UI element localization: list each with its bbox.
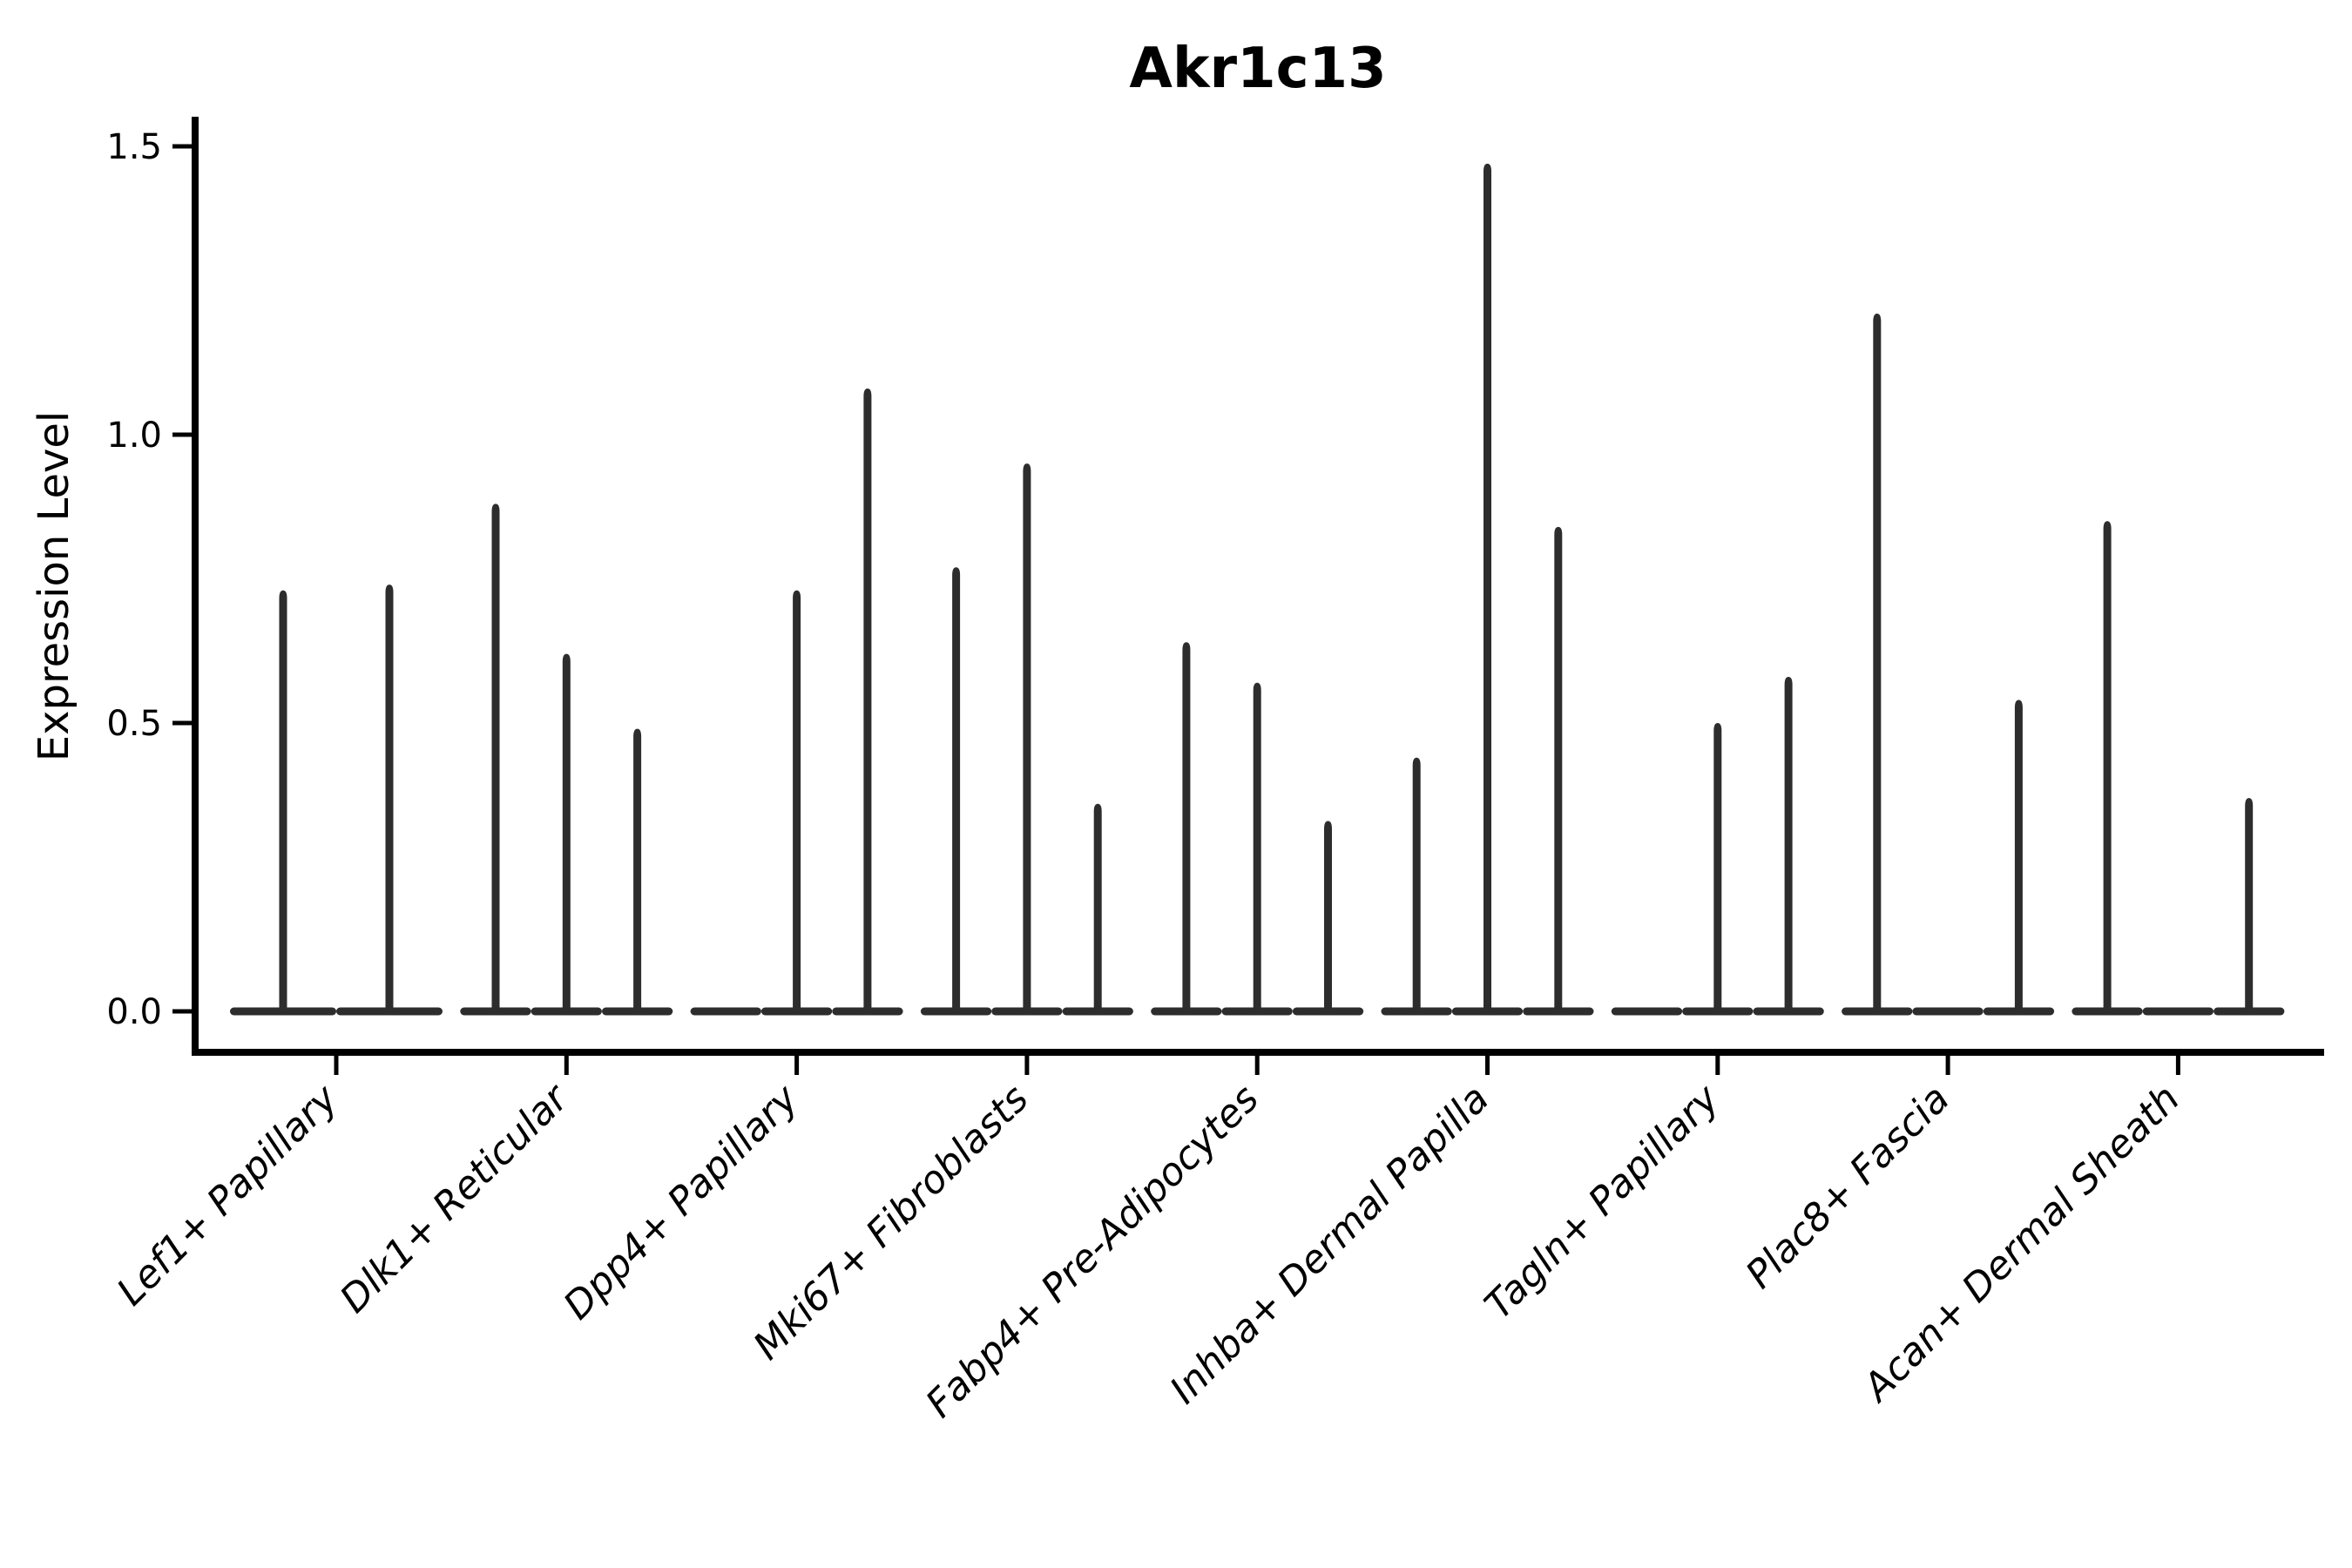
x-tick-mark: [1024, 1056, 1030, 1075]
violin-spike: [633, 728, 642, 1011]
violin-spike: [1484, 163, 1491, 1011]
x-axis-category-label: Lef1+ Papillary: [109, 1076, 348, 1315]
violin-spike: [279, 590, 287, 1011]
y-tick-mark: [172, 432, 192, 437]
violin-spike: [491, 504, 500, 1011]
violin-spike: [1554, 526, 1563, 1011]
ticks-layer: [172, 144, 2180, 1075]
violin-spike: [2245, 798, 2254, 1011]
x-tick-mark: [1945, 1056, 1950, 1075]
violin-spike: [863, 389, 872, 1011]
x-tick-mark: [1715, 1056, 1720, 1075]
y-tick-mark: [172, 144, 192, 149]
violin-spike: [1784, 677, 1793, 1011]
y-tick-mark: [172, 720, 192, 726]
y-tick-mark: [172, 1009, 192, 1014]
x-axis-category-label: Dpp4+ Papillary: [555, 1076, 808, 1328]
violin-spike: [1253, 682, 1261, 1011]
violin-spike: [562, 653, 571, 1011]
violin-spike: [1412, 757, 1421, 1011]
violin-spike: [1182, 642, 1191, 1011]
violin-spike: [1324, 821, 1332, 1011]
y-axis-label: Expression Level: [30, 411, 78, 762]
violin-spike: [2103, 521, 2112, 1011]
violin-spike: [1713, 723, 1722, 1011]
x-tick-mark: [564, 1056, 569, 1075]
violin-spike: [952, 567, 961, 1011]
y-tick-label: 0.5: [106, 704, 162, 744]
x-axis-category-label: Tagln+ Papillary: [1477, 1076, 1728, 1328]
chart-title: Akr1c13: [1129, 37, 1386, 101]
violin-spike: [1093, 803, 1102, 1011]
axes-layer: [192, 117, 2324, 1056]
violin-spike: [793, 590, 801, 1011]
y-tick-label: 1.5: [106, 127, 162, 167]
x-axis-category-label: Plac8+ Fascia: [1737, 1077, 1957, 1297]
violin-baseline: [1912, 1007, 1984, 1016]
violin-baseline: [2142, 1007, 2213, 1016]
x-tick-mark: [1254, 1056, 1260, 1075]
violins-layer: [230, 163, 2285, 1016]
x-tick-mark: [334, 1056, 339, 1075]
violin-spike: [1873, 314, 1882, 1011]
violin-baseline: [1611, 1007, 1683, 1016]
x-axis-category-label: Dlk1+ Reticular: [332, 1075, 578, 1321]
y-tick-label: 1.0: [106, 416, 162, 456]
x-tick-mark: [794, 1056, 800, 1075]
violin-baseline: [690, 1007, 761, 1016]
x-axis-spine: [192, 1049, 2324, 1056]
violin-spike: [1023, 463, 1031, 1011]
violin-spike: [2014, 700, 2023, 1011]
x-tick-mark: [2175, 1056, 2180, 1075]
y-axis-spine: [192, 117, 199, 1056]
y-tick-label: 0.0: [106, 992, 162, 1032]
x-tick-mark: [1485, 1056, 1490, 1075]
violin-spike: [385, 585, 394, 1011]
